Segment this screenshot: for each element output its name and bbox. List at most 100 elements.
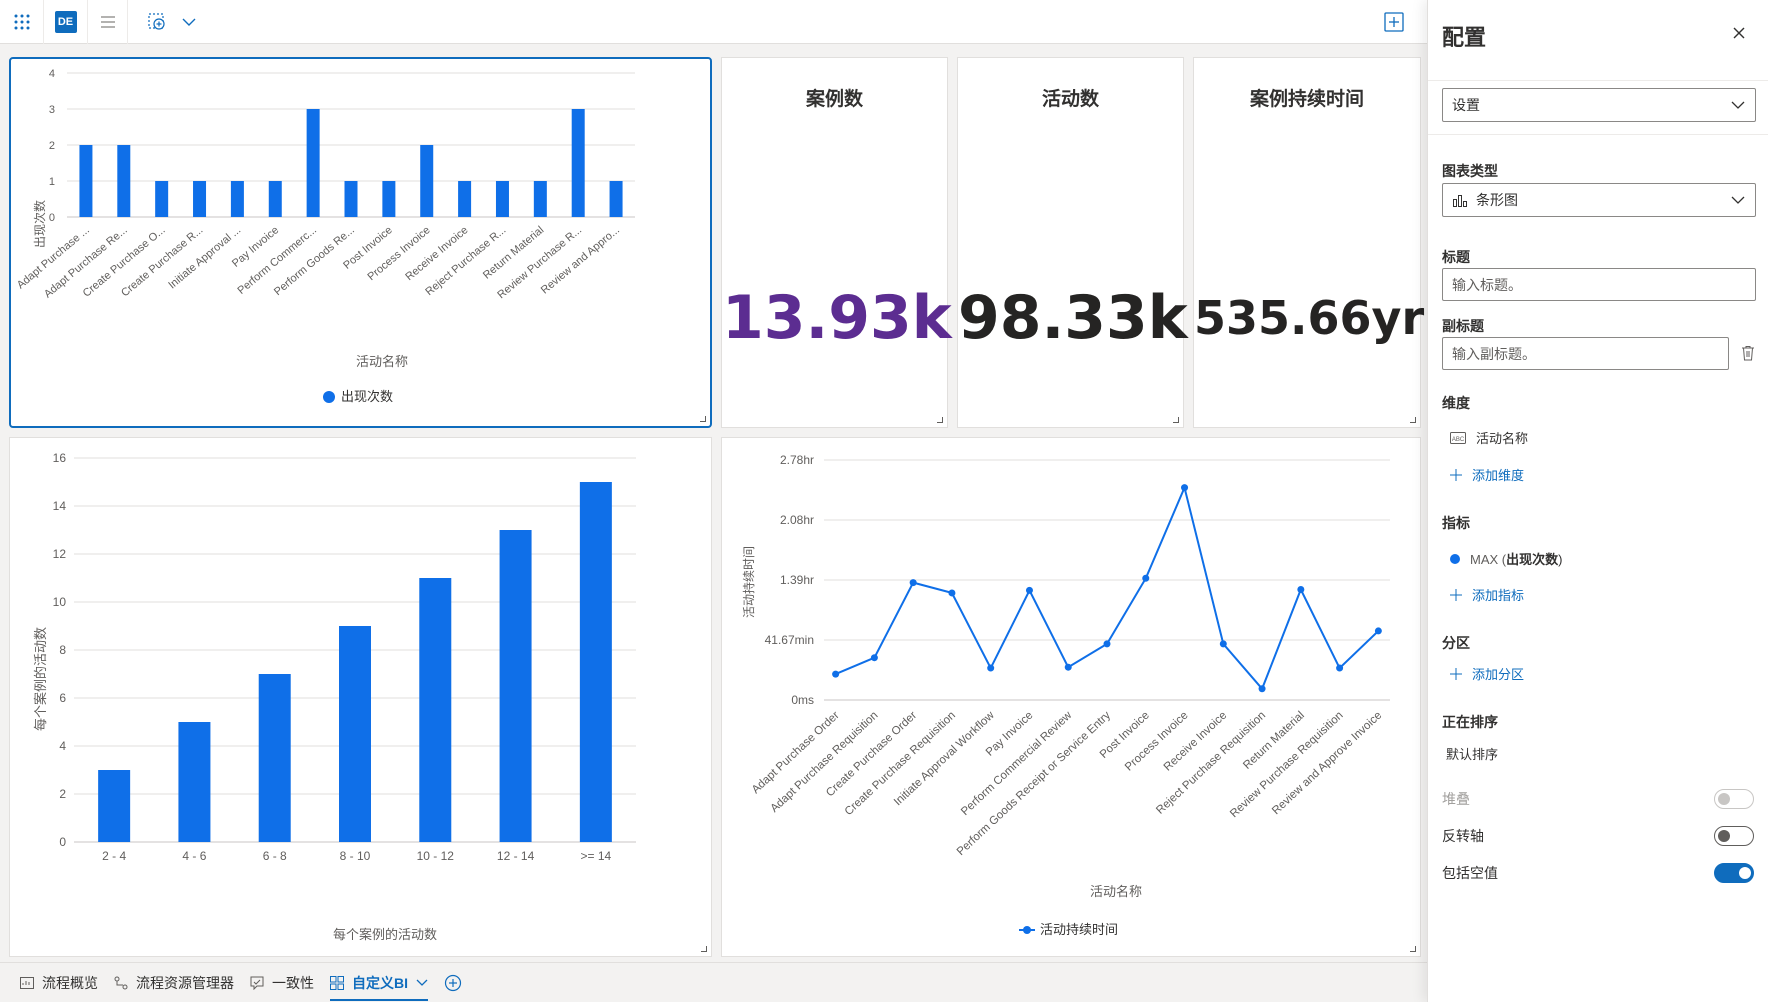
bar[interactable]: [495, 181, 509, 217]
plus-icon: [1450, 588, 1462, 601]
sorting-value[interactable]: 默认排序: [1446, 744, 1498, 763]
resize-handle[interactable]: [701, 946, 707, 952]
bar[interactable]: [419, 578, 452, 842]
x-axis-label: 每个案例的活动数: [333, 927, 437, 942]
bar[interactable]: [344, 181, 358, 217]
bar[interactable]: [420, 145, 434, 217]
stack-toggle[interactable]: [1714, 789, 1754, 809]
bar[interactable]: [533, 181, 547, 217]
data-point[interactable]: [1181, 484, 1189, 492]
data-point[interactable]: [1142, 574, 1150, 582]
resize-handle[interactable]: [700, 416, 706, 422]
section-select[interactable]: 设置: [1442, 88, 1756, 122]
dimension-item-label: 活动名称: [1476, 431, 1529, 446]
bar[interactable]: [98, 770, 131, 842]
add-dimension-button[interactable]: 添加维度: [1450, 465, 1524, 484]
tab-process-overview[interactable]: 流程概览: [20, 963, 98, 1002]
data-point[interactable]: [1297, 585, 1305, 593]
chart-type-select[interactable]: 条形图: [1442, 183, 1756, 217]
bar-chart-activities-per-case-card[interactable]: 0 2 4 6 8 10 12 14 16 2 - 4 4 - 6 6 - 8 8 - 10 10 - …: [9, 437, 712, 957]
divider: [1428, 134, 1768, 135]
divider: [1428, 80, 1768, 81]
add-metric-button[interactable]: 添加指标: [1450, 585, 1524, 604]
data-point[interactable]: [1064, 663, 1072, 671]
bar[interactable]: [258, 674, 291, 842]
data-point[interactable]: [948, 589, 956, 597]
kpi-card-cases[interactable]: 案例数 13.93k: [721, 57, 952, 428]
add-partition-button[interactable]: 添加分区: [1450, 664, 1524, 683]
bar[interactable]: [193, 181, 207, 217]
series-dot-icon: [1450, 553, 1460, 564]
close-icon[interactable]: [1728, 22, 1750, 44]
data-point[interactable]: [870, 654, 878, 662]
bar[interactable]: [499, 530, 532, 842]
bar[interactable]: [579, 482, 612, 842]
data-point[interactable]: [1025, 586, 1033, 594]
reverse-axis-toggle[interactable]: [1714, 826, 1754, 846]
data-point[interactable]: [1374, 627, 1382, 635]
bar[interactable]: [382, 181, 396, 217]
y-axis-label: 出现次数: [32, 200, 47, 248]
panel-title: 配置: [1442, 26, 1487, 51]
data-point[interactable]: [1219, 640, 1227, 648]
dimension-item[interactable]: ABC 活动名称: [1450, 428, 1528, 447]
data-point[interactable]: [832, 670, 840, 678]
kpi-card-activities[interactable]: 活动数 98.33k: [957, 57, 1188, 428]
bar[interactable]: [230, 181, 244, 217]
bar[interactable]: [117, 145, 131, 217]
avatar-button[interactable]: DE: [44, 0, 88, 44]
app-grid-icon[interactable]: [0, 0, 44, 44]
section-select-value: 设置: [1452, 97, 1480, 113]
hamburger-icon[interactable]: [88, 0, 128, 44]
y-axis-label: 每个案例的活动数: [33, 627, 48, 731]
resize-handle[interactable]: [937, 417, 943, 423]
title-label: 标题: [1442, 249, 1470, 265]
metric-item[interactable]: MAX (出现次数): [1450, 549, 1562, 568]
line-chart-activity-duration-card[interactable]: 0ms 41.67min 1.39hr 2.08hr 2.78hr Adapt Purc…: [721, 437, 1421, 957]
kpi-value: 535.66yr: [1194, 291, 1425, 345]
bar[interactable]: [306, 109, 320, 217]
bar[interactable]: [268, 181, 282, 217]
y-tick-label: 4: [59, 739, 66, 753]
resize-handle[interactable]: [1173, 417, 1179, 423]
process-explorer-icon: [114, 976, 128, 989]
bar[interactable]: [155, 181, 169, 217]
bar[interactable]: [609, 181, 623, 217]
data-point[interactable]: [1336, 664, 1344, 672]
bottom-tab-bar: 流程概览 流程资源管理器 一致性 自定义BI: [0, 962, 1427, 1002]
x-tick-label: 8 - 10: [340, 849, 371, 863]
include-nulls-toggle[interactable]: [1714, 863, 1754, 883]
bar[interactable]: [79, 145, 93, 217]
add-tab-button[interactable]: [444, 963, 462, 1002]
y-tick-label: 2.08hr: [780, 513, 814, 527]
resize-handle[interactable]: [1410, 417, 1416, 423]
chevron-down-icon[interactable]: [416, 979, 428, 986]
bar[interactable]: [458, 181, 472, 217]
y-tick-label: 8: [59, 643, 66, 657]
y-tick-label: 41.67min: [765, 633, 814, 647]
bar[interactable]: [178, 722, 211, 842]
subtitle-input[interactable]: [1442, 337, 1729, 370]
resize-handle[interactable]: [1410, 946, 1416, 952]
add-dimension-label: 添加维度: [1472, 468, 1525, 483]
trash-icon[interactable]: [1741, 345, 1755, 361]
tab-conformance[interactable]: 一致性: [250, 963, 314, 1002]
view-selector[interactable]: [128, 0, 216, 44]
title-input[interactable]: [1442, 268, 1756, 301]
tab-custom-bi[interactable]: 自定义BI: [330, 963, 428, 1002]
kpi-card-case-duration[interactable]: 案例持续时间 535.66yr: [1193, 57, 1425, 428]
chart-type-label: 图表类型: [1442, 163, 1498, 179]
data-point[interactable]: [987, 664, 995, 672]
tab-process-explorer[interactable]: 流程资源管理器: [114, 963, 234, 1002]
add-square-icon[interactable]: [1372, 0, 1416, 44]
data-point[interactable]: [909, 579, 917, 587]
bar[interactable]: [339, 626, 371, 842]
bar[interactable]: [571, 109, 585, 217]
data-point[interactable]: [1258, 685, 1266, 693]
top-toolbar: DE: [0, 0, 1427, 44]
kpi-value: 98.33k: [958, 283, 1188, 353]
add-partition-label: 添加分区: [1472, 667, 1525, 682]
data-point[interactable]: [1103, 640, 1111, 648]
y-tick-label: 3: [49, 104, 55, 116]
